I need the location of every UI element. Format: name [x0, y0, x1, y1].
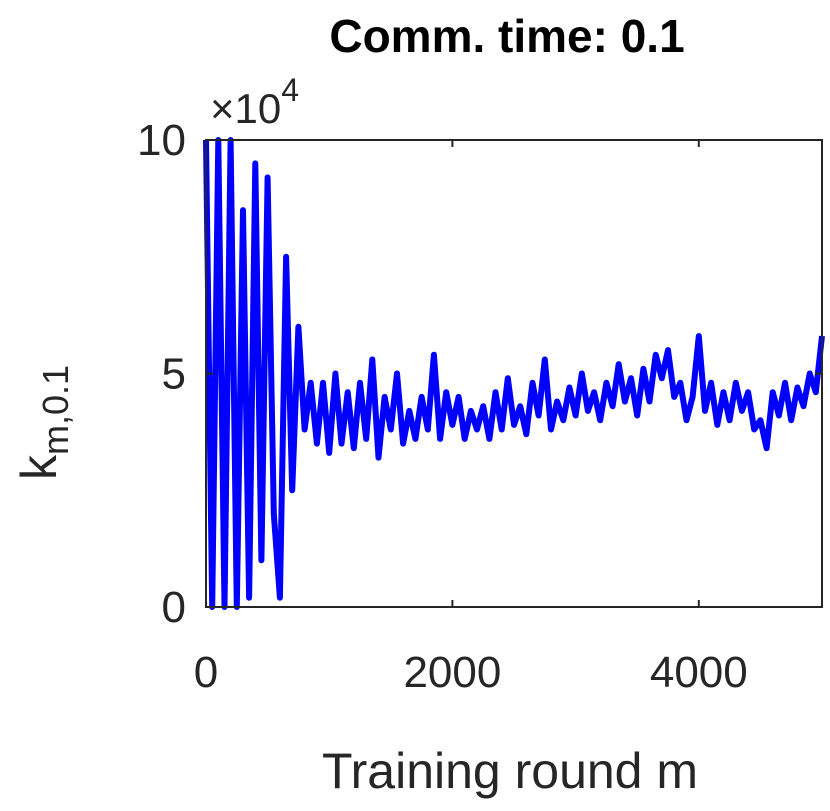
- data-line: [203, 137, 825, 610]
- y-multiplier-base: ×10: [210, 85, 281, 132]
- y-tick-label: 10: [137, 116, 186, 165]
- y-label-sub: m,0.1: [35, 365, 76, 455]
- y-tick-label: 5: [162, 350, 186, 399]
- x-tick-label: 2000: [403, 648, 501, 697]
- y-label-main: k: [11, 454, 67, 480]
- y-axis-label: km,0.1: [11, 365, 76, 480]
- x-tick-label: 4000: [650, 648, 748, 697]
- chart-title: Comm. time: 0.1: [329, 10, 684, 62]
- x-tick-label: 0: [194, 648, 218, 697]
- y-tick-label: 0: [162, 583, 186, 632]
- y-multiplier: ×104: [210, 72, 299, 132]
- x-axis-label: Training round m: [322, 743, 698, 799]
- y-multiplier-exp: 4: [281, 72, 299, 108]
